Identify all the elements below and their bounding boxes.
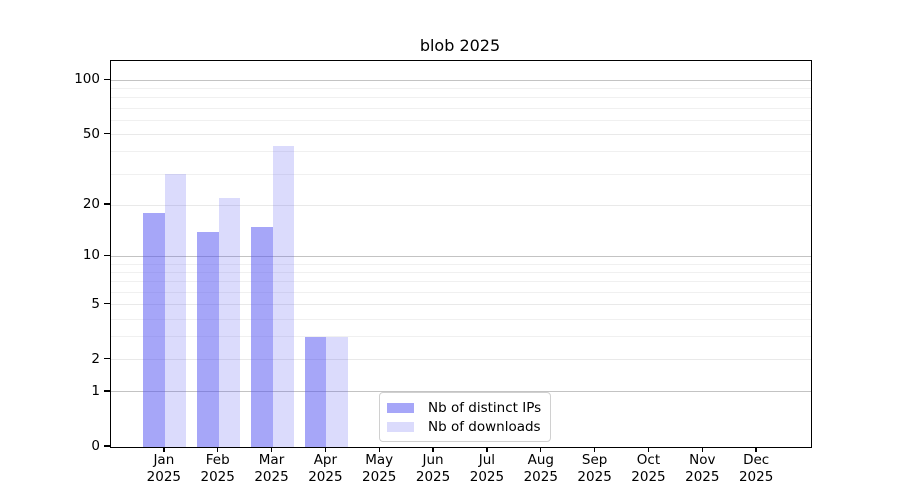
x-tick-label: May 2025 <box>362 452 397 485</box>
y-tick-label: 1 <box>91 382 100 399</box>
gridline <box>111 304 811 306</box>
x-tick-label: Aug 2025 <box>523 452 558 485</box>
gridline <box>111 271 811 273</box>
gridline <box>111 281 811 283</box>
x-tick-mark <box>755 447 757 453</box>
x-tick-mark <box>432 447 434 453</box>
gridline <box>111 87 811 89</box>
gridline <box>111 204 811 206</box>
bar-downloads-mar <box>272 146 295 447</box>
chart-title: blob 2025 <box>419 36 501 55</box>
gridline <box>111 336 811 338</box>
bar-distinct-ips-apr <box>304 336 327 447</box>
bar-distinct-ips-mar <box>251 226 273 447</box>
plot-area <box>110 60 812 448</box>
x-tick-mark <box>593 447 596 453</box>
x-tick-label: Mar 2025 <box>254 452 289 485</box>
gridline <box>111 391 811 393</box>
legend-label: Nb of distinct IPs <box>428 399 542 416</box>
bar-downloads-jan <box>164 174 187 447</box>
x-tick-mark <box>378 447 380 453</box>
x-tick-mark <box>270 447 273 453</box>
gridline <box>111 173 811 175</box>
x-tick-mark <box>324 447 327 453</box>
gridline <box>111 291 811 293</box>
x-tick-label: Jul 2025 <box>469 452 505 485</box>
gridline <box>111 255 811 257</box>
y-tick-label: 10 <box>82 247 100 264</box>
y-tick-mark <box>104 203 110 205</box>
legend-label: Nb of downloads <box>428 418 541 435</box>
bar-distinct-ips-jan <box>143 212 165 447</box>
y-tick-label: 0 <box>91 438 100 454</box>
x-tick-label: Nov 2025 <box>685 452 720 485</box>
bar-distinct-ips-feb <box>197 231 219 447</box>
bar-downloads-apr <box>326 336 348 447</box>
gridline <box>111 107 811 109</box>
distinct-ips-swatch <box>387 402 414 413</box>
gridline <box>111 318 811 320</box>
gridline <box>111 263 811 265</box>
x-tick-label: Jan 2025 <box>146 452 182 485</box>
y-tick-mark <box>104 445 110 447</box>
x-tick-mark <box>163 447 165 453</box>
gridline <box>111 151 811 153</box>
x-tick-label: Dec 2025 <box>738 452 774 485</box>
x-tick-mark <box>647 447 650 453</box>
legend-item-downloads: Nb of downloads <box>387 417 541 436</box>
legend: Nb of distinct IPs Nb of downloads <box>379 392 552 442</box>
x-tick-label: Oct 2025 <box>631 452 666 485</box>
gridline <box>111 97 811 99</box>
downloads-swatch <box>387 421 414 432</box>
y-tick-label: 2 <box>91 350 100 367</box>
x-tick-label: Apr 2025 <box>308 452 343 485</box>
y-tick-mark <box>104 357 110 360</box>
y-tick-mark <box>104 254 110 257</box>
x-tick-label: Sep 2025 <box>577 452 612 485</box>
bar-downloads-feb <box>218 197 241 447</box>
gridline <box>111 119 811 121</box>
x-tick-label: Feb 2025 <box>200 452 235 485</box>
x-tick-mark <box>701 447 703 453</box>
y-tick-mark <box>104 132 110 135</box>
gridline <box>111 79 811 81</box>
gridline <box>111 134 811 135</box>
y-tick-mark <box>104 302 110 305</box>
x-tick-mark <box>486 447 488 453</box>
x-tick-mark <box>540 447 542 453</box>
gridline <box>111 359 811 361</box>
x-tick-label: Jun 2025 <box>415 452 451 485</box>
legend-item-distinct-ips: Nb of distinct IPs <box>387 398 541 417</box>
y-tick-mark <box>104 78 110 80</box>
y-tick-label: 100 <box>74 71 100 88</box>
y-tick-label: 20 <box>82 196 100 213</box>
y-tick-label: 5 <box>91 295 100 312</box>
y-tick-label: 50 <box>82 125 100 142</box>
x-tick-mark <box>216 447 219 453</box>
y-tick-mark <box>104 390 110 392</box>
